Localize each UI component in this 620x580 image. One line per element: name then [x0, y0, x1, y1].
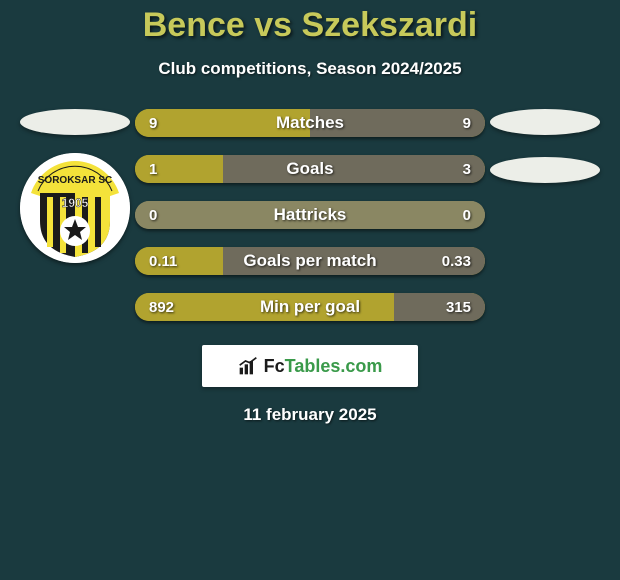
- left-player-column: SOROKSAR SC 1905: [15, 109, 135, 263]
- stat-bar: 13Goals: [135, 155, 485, 183]
- stat-label: Hattricks: [135, 201, 485, 229]
- stat-label: Matches: [135, 109, 485, 137]
- brand-prefix: Fc: [264, 356, 285, 376]
- player-photo-placeholder-right-2: [490, 157, 600, 183]
- stat-label: Min per goal: [135, 293, 485, 321]
- stat-bar: 99Matches: [135, 109, 485, 137]
- stat-label: Goals: [135, 155, 485, 183]
- brand-badge: FcTables.com: [202, 345, 418, 387]
- subtitle: Club competitions, Season 2024/2025: [158, 59, 461, 79]
- stat-bar: 892315Min per goal: [135, 293, 485, 321]
- brand-suffix: Tables.com: [285, 356, 383, 376]
- stat-bar: 0.110.33Goals per match: [135, 247, 485, 275]
- player-photo-placeholder-left: [20, 109, 130, 135]
- club-logo-left: SOROKSAR SC 1905: [20, 153, 130, 263]
- stat-bar: 00Hattricks: [135, 201, 485, 229]
- player-photo-placeholder-right-1: [490, 109, 600, 135]
- comparison-body: SOROKSAR SC 1905 99Matches 13Goals 00Hattr…: [0, 109, 620, 321]
- bar-chart-icon: [238, 356, 258, 376]
- brand-text: FcTables.com: [264, 356, 383, 377]
- right-player-column: [485, 109, 605, 183]
- comparison-card: Bence vs Szekszardi Club competitions, S…: [0, 0, 620, 580]
- stat-label: Goals per match: [135, 247, 485, 275]
- date-line: 11 february 2025: [243, 405, 376, 425]
- stat-bars: 99Matches 13Goals 00Hattricks 0.110.33Goals…: [135, 109, 485, 321]
- soroksar-logo-icon: SOROKSAR SC 1905: [20, 153, 130, 263]
- logo-year: 1905: [62, 196, 89, 210]
- logo-name: SOROKSAR SC: [38, 175, 112, 186]
- page-title: Bence vs Szekszardi: [143, 6, 478, 45]
